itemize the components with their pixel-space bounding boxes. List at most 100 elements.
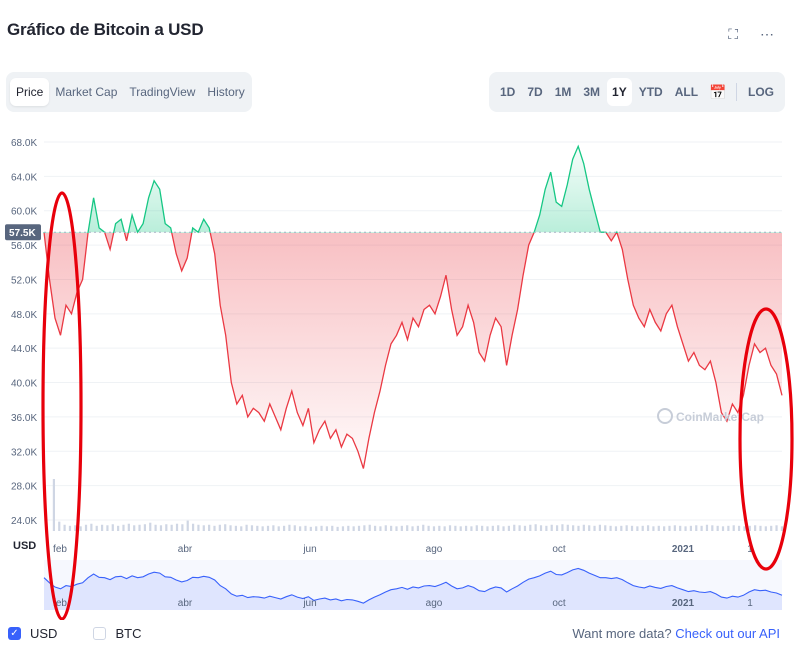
- api-link[interactable]: Check out our API: [675, 626, 780, 641]
- y-tick-label: 28.0K: [11, 482, 37, 493]
- volume-bar: [68, 525, 72, 531]
- range-1y[interactable]: 1Y: [607, 78, 632, 106]
- tab-price[interactable]: Price: [10, 78, 50, 106]
- y-tick-label: 52.0K: [11, 275, 37, 286]
- calendar-icon[interactable]: 📅: [709, 83, 727, 100]
- volume-bar: [266, 525, 270, 531]
- volume-bar: [486, 526, 489, 531]
- y-tick-label: 40.0K: [11, 379, 37, 390]
- more-icon[interactable]: ⋯: [760, 26, 774, 42]
- range-ytd[interactable]: YTD: [638, 85, 663, 99]
- chart-type-tabs: Price Market Cap TradingView History: [6, 72, 252, 112]
- x-tick-label: oct: [552, 544, 566, 555]
- volume-bar: [443, 526, 446, 531]
- x-tick-label: abr: [178, 544, 193, 555]
- volume-bar: [186, 520, 189, 531]
- range-3m[interactable]: 3M: [583, 85, 601, 99]
- volume-bar: [379, 526, 382, 531]
- x-tick-label: 2021: [672, 544, 695, 555]
- log-toggle[interactable]: LOG: [748, 85, 774, 99]
- currency-legend: ✓ USD BTC: [8, 626, 141, 641]
- range-1d[interactable]: 1D: [500, 85, 516, 99]
- volume-bar: [234, 525, 237, 531]
- page-title: Gráfico de Bitcoin a USD: [7, 20, 204, 39]
- tab-market-cap[interactable]: Market Cap: [55, 85, 118, 99]
- volume-bar: [513, 524, 516, 531]
- tab-history[interactable]: History: [207, 85, 245, 99]
- volume-bar: [566, 524, 569, 531]
- volume-bar: [534, 524, 537, 531]
- volume-bar: [630, 525, 634, 531]
- volume-bar: [261, 526, 264, 531]
- volume-bar: [106, 525, 109, 531]
- x-tick-label: 1: [747, 544, 753, 555]
- navigator-area: [44, 568, 782, 610]
- volume-bar: [154, 524, 157, 531]
- navigator-tick-label: jun: [302, 598, 316, 609]
- volume-bar: [74, 525, 77, 531]
- volume-bar: [673, 525, 676, 531]
- price-line-above: [43, 144, 618, 233]
- volume-bar: [695, 525, 698, 531]
- volume-bar: [363, 525, 366, 531]
- volume-bar: [754, 525, 757, 531]
- volume-bar: [636, 526, 639, 531]
- volume-bar: [165, 524, 168, 531]
- btc-checkbox[interactable]: [93, 627, 107, 640]
- volume-bar: [272, 525, 275, 531]
- volume-bar: [593, 525, 596, 531]
- volume-bar: [545, 525, 548, 531]
- volume-bar: [406, 525, 409, 531]
- volume-bar: [224, 524, 227, 531]
- watermark-text: CoinMarketCap: [676, 410, 764, 424]
- volume-bar: [357, 525, 361, 531]
- volume-bar: [143, 524, 146, 531]
- volume-bar: [775, 525, 778, 531]
- volume-bar: [577, 525, 580, 531]
- y-tick-label: 64.0K: [11, 172, 37, 183]
- expand-icon[interactable]: ⛶: [728, 26, 738, 42]
- volume-bar: [721, 526, 725, 531]
- volume-bar: [604, 525, 607, 531]
- divider: [736, 83, 737, 101]
- price-area-above: [44, 146, 782, 233]
- volume-bar: [620, 525, 623, 531]
- volume-bar: [705, 524, 709, 531]
- navigator-tick-label: feb: [53, 598, 67, 609]
- volume-bar: [299, 526, 302, 531]
- volume-bar: [416, 525, 419, 531]
- volume-bar: [572, 525, 575, 531]
- volume-bar: [641, 525, 644, 531]
- volume-bar: [663, 526, 666, 531]
- volume-bar: [598, 524, 601, 531]
- watermark-logo: [657, 408, 673, 424]
- volume-bar: [133, 525, 136, 531]
- x-tick-label: ago: [426, 544, 443, 555]
- volume-bar: [384, 525, 387, 531]
- range-all[interactable]: ALL: [674, 85, 699, 99]
- volume-bar: [352, 526, 355, 531]
- usd-checkbox[interactable]: ✓: [8, 627, 21, 640]
- volume-bar: [657, 525, 660, 531]
- volume-bar: [684, 526, 687, 531]
- volume-bar: [609, 525, 612, 531]
- range-7d[interactable]: 7D: [527, 85, 543, 99]
- volume-bar: [464, 525, 468, 531]
- volume-bar: [411, 526, 414, 531]
- volume-bar: [304, 525, 307, 531]
- volume-bar: [170, 524, 173, 531]
- tab-tradingview[interactable]: TradingView: [129, 85, 196, 99]
- range-1m[interactable]: 1M: [554, 85, 572, 99]
- volume-bar: [555, 525, 559, 531]
- volume-bar: [427, 525, 430, 531]
- volume-bar: [732, 525, 735, 531]
- volume-bar: [325, 526, 328, 531]
- y-tick-label: 68.0K: [11, 138, 37, 149]
- volume-bar: [293, 525, 296, 531]
- volume-bar: [711, 525, 714, 531]
- volume-bar: [191, 523, 195, 531]
- volume-bar: [502, 526, 505, 531]
- navigator-tick-label: 1: [747, 598, 753, 609]
- volume-bar: [181, 524, 184, 531]
- price-chart[interactable]: 24.0K 28.0K 32.0K 36.0K 40.0K 44.0K 48.0K 52.0K…: [0, 0, 794, 620]
